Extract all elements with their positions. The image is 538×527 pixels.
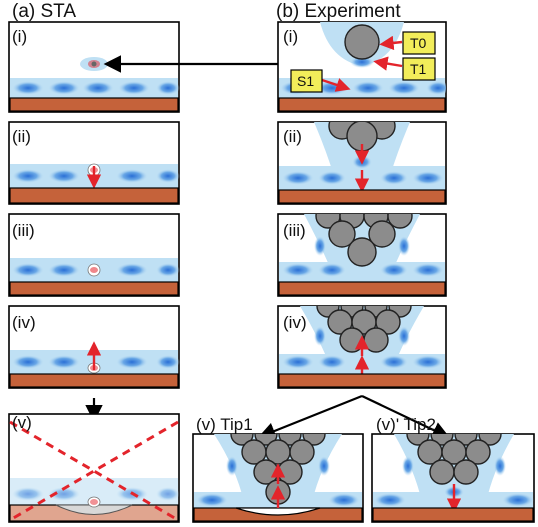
label-b-iii: (iii) [283, 221, 306, 240]
label-a-iv: (iv) [12, 313, 36, 332]
arrow-to-tip2 [361, 395, 450, 439]
label-tip1: (v) Tip1 [196, 415, 253, 434]
label-tip2: (v)' Tip2 [376, 415, 436, 434]
label-b-i: (i) [283, 27, 298, 46]
tag-s1: S1 [290, 69, 323, 93]
label-a-v: (v) [12, 413, 32, 432]
svg-text:S1: S1 [297, 73, 314, 89]
panel-tip1: (v) Tip1 [192, 415, 364, 523]
label-b-ii: (ii) [283, 127, 302, 146]
label-a-i: (i) [12, 27, 27, 46]
panel-b-i: (i) T0 T1 S1 [277, 21, 447, 113]
label-b-iv: (iv) [283, 313, 307, 332]
svg-text:T0: T0 [410, 35, 427, 51]
header-experiment: (b) Experiment [276, 1, 401, 22]
panel-a-iv: (iv) [8, 305, 180, 389]
svg-text:T1: T1 [410, 61, 427, 77]
header-sta: (a) STA [12, 1, 76, 22]
panel-a-iii: (iii) [8, 213, 180, 297]
panel-b-iv: (iv) [277, 305, 447, 389]
panel-a-v: (v) [8, 413, 180, 523]
panel-b-iii: (iii) [277, 213, 447, 297]
panel-a-ii: (ii) [8, 121, 180, 205]
label-a-iii: (iii) [12, 221, 35, 240]
panel-tip2: (v)' Tip2 [371, 415, 535, 523]
arrow-to-tip1 [257, 394, 363, 440]
panel-b-ii: (ii) [277, 121, 447, 205]
tag-t0: T0 [402, 31, 436, 55]
panel-a-i: (i) [8, 21, 180, 113]
tag-t1: T1 [402, 57, 436, 81]
label-a-ii: (ii) [12, 127, 31, 146]
